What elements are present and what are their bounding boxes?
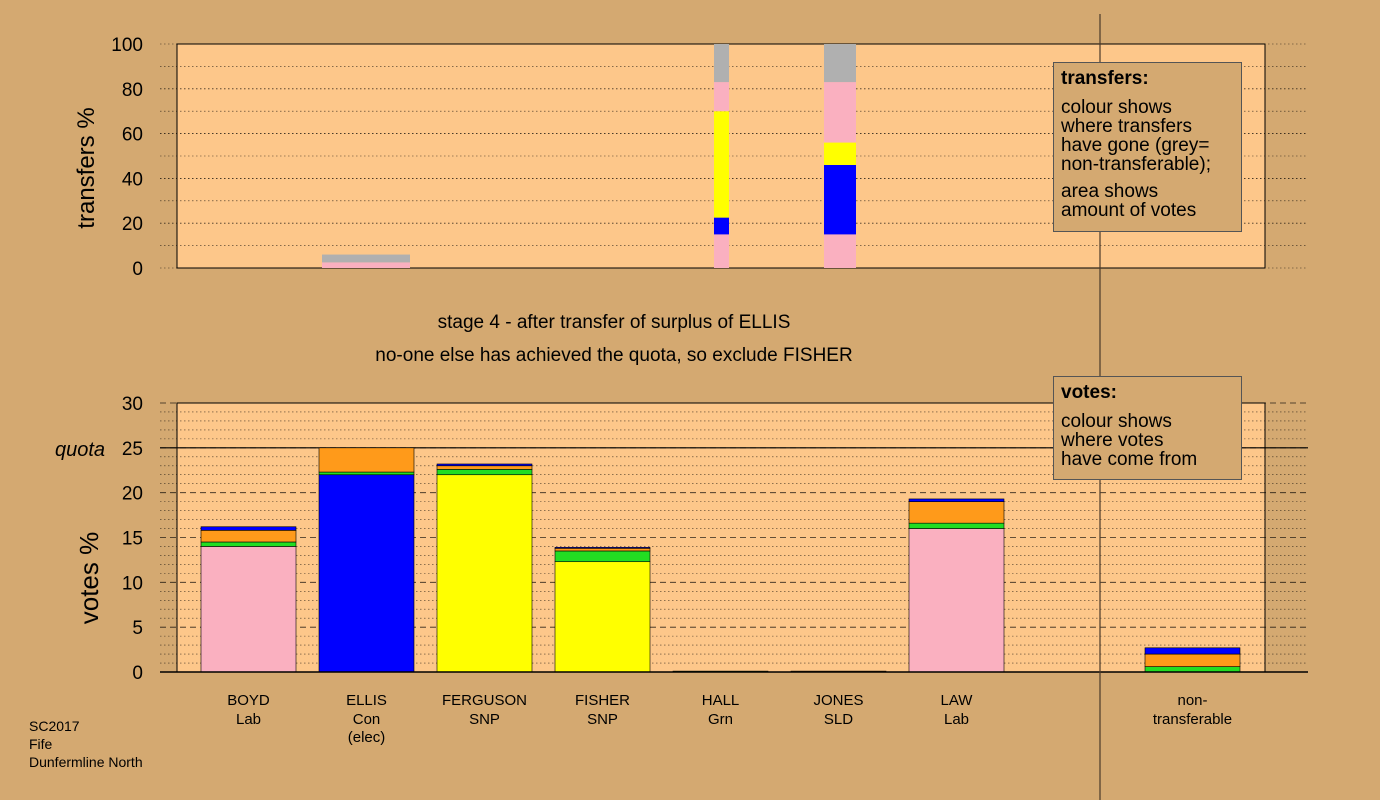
region-label: Fife bbox=[29, 736, 53, 752]
candidate-name-label: JONES bbox=[813, 692, 863, 709]
candidate-name-label: LAW bbox=[941, 692, 974, 709]
transfer-segment-snp bbox=[714, 111, 729, 218]
candidate-name-label: ELLIS bbox=[346, 692, 387, 709]
candidate-party-label: Grn bbox=[708, 711, 733, 728]
transfers-y-tick-label: 80 bbox=[122, 80, 143, 101]
constituency-label: Dunfermline North bbox=[29, 754, 143, 770]
candidate-name-label: BOYD bbox=[227, 692, 270, 709]
quota-label: quota bbox=[55, 439, 105, 461]
transfer-segment-nontransferable bbox=[824, 44, 856, 83]
votes-y-axis-label: votes % bbox=[74, 532, 104, 625]
votes-legend-line: where votes bbox=[1061, 430, 1164, 451]
transfers-legend-line: where transfers bbox=[1061, 116, 1192, 137]
transfer-segment-nontransferable bbox=[322, 254, 410, 263]
vote-segment-grn bbox=[318, 471, 415, 476]
votes-legend-title: votes: bbox=[1061, 382, 1117, 403]
votes-y-tick-label: 0 bbox=[132, 663, 143, 684]
transfers-legend-line: amount of votes bbox=[1061, 200, 1197, 221]
vote-segment-sld bbox=[908, 501, 1005, 524]
transfer-segment-nontransferable bbox=[714, 44, 729, 83]
votes-y-tick-label: 10 bbox=[122, 573, 143, 594]
vote-segment-grn bbox=[554, 550, 651, 563]
candidate-name-label: non- bbox=[1177, 692, 1207, 709]
constituency-footer: SC2017 Fife Dunfermline North bbox=[29, 717, 143, 771]
vote-segment-lab bbox=[908, 528, 1005, 673]
transfers-legend-title: transfers: bbox=[1061, 68, 1149, 89]
votes-y-tick-label: 25 bbox=[122, 439, 143, 460]
votes-legend-line: have come from bbox=[1061, 449, 1198, 470]
candidate-party-label: Lab bbox=[236, 711, 261, 728]
transfers-legend-line: non-transferable); bbox=[1061, 154, 1211, 175]
transfers-legend-line: area shows bbox=[1061, 181, 1159, 202]
transfer-segment-lab bbox=[824, 234, 856, 268]
candidate-party-label: SNP bbox=[587, 711, 618, 728]
vote-segment-sld bbox=[554, 547, 651, 552]
vote-segment-con bbox=[554, 547, 651, 549]
votes-y-tick-label: 30 bbox=[122, 394, 143, 415]
candidate-party-label: SNP bbox=[469, 711, 500, 728]
stage-caption: stage 4 - after transfer of surplus of E… bbox=[437, 312, 791, 333]
vote-segment-grn bbox=[436, 469, 533, 476]
vote-segment-sld bbox=[1144, 653, 1241, 667]
votes-legend-line: colour shows bbox=[1061, 411, 1172, 432]
transfer-segment-con bbox=[824, 164, 856, 235]
transfers-legend-line: colour shows bbox=[1061, 97, 1172, 118]
transfer-segment-lab bbox=[714, 82, 729, 112]
transfers-y-tick-label: 60 bbox=[122, 125, 143, 146]
vote-segment-con bbox=[908, 498, 1005, 502]
vote-segment-lab bbox=[200, 546, 297, 673]
transfers-y-tick-label: 20 bbox=[122, 214, 143, 235]
vote-segment-con bbox=[1144, 647, 1241, 655]
votes-legend: votes: colour shows where votes have com… bbox=[1053, 376, 1242, 480]
candidate-party-label: Con bbox=[353, 711, 381, 728]
transfer-segment-snp bbox=[824, 142, 856, 165]
vote-segment-grn bbox=[908, 522, 1005, 529]
vote-segment-grn bbox=[200, 541, 297, 547]
transfer-segment-lab bbox=[824, 82, 856, 143]
vote-segment-con bbox=[436, 463, 533, 467]
vote-segment-sld bbox=[436, 465, 533, 470]
transfer-segment-lab bbox=[714, 234, 729, 268]
candidate-party-label: transferable bbox=[1153, 711, 1232, 728]
vote-segment-snp bbox=[436, 474, 533, 673]
candidate-party-label: Lab bbox=[944, 711, 969, 728]
vote-segment-sld bbox=[318, 447, 415, 473]
transfers-legend: transfers: colour shows where transfers … bbox=[1053, 62, 1242, 232]
votes-y-tick-label: 5 bbox=[132, 618, 143, 639]
vote-segment-sld bbox=[200, 530, 297, 543]
transfers-y-tick-label: 0 bbox=[132, 259, 143, 280]
candidate-name-label: FISHER bbox=[575, 692, 630, 709]
transfer-segment-con bbox=[714, 217, 729, 235]
candidate-status-label: (elec) bbox=[348, 729, 386, 746]
action-caption: no-one else has achieved the quota, so e… bbox=[375, 345, 853, 366]
transfers-y-tick-label: 100 bbox=[111, 35, 143, 56]
candidate-party-label: SLD bbox=[824, 711, 853, 728]
transfers-y-tick-label: 40 bbox=[122, 169, 143, 190]
vote-segment-snp bbox=[554, 561, 651, 673]
transfer-segment-lab bbox=[322, 262, 410, 268]
vote-segment-con bbox=[200, 526, 297, 531]
candidate-name-label: HALL bbox=[702, 692, 740, 709]
candidate-name-label: FERGUSON bbox=[442, 692, 527, 709]
votes-y-tick-label: 15 bbox=[122, 529, 143, 550]
transfers-legend-line: have gone (grey= bbox=[1061, 135, 1210, 156]
vote-segment-con bbox=[318, 474, 415, 673]
election-label: SC2017 bbox=[29, 718, 80, 734]
votes-y-tick-label: 20 bbox=[122, 484, 143, 505]
transfers-y-axis-label: transfers % bbox=[73, 107, 100, 228]
vote-segment-grn bbox=[1144, 666, 1241, 673]
